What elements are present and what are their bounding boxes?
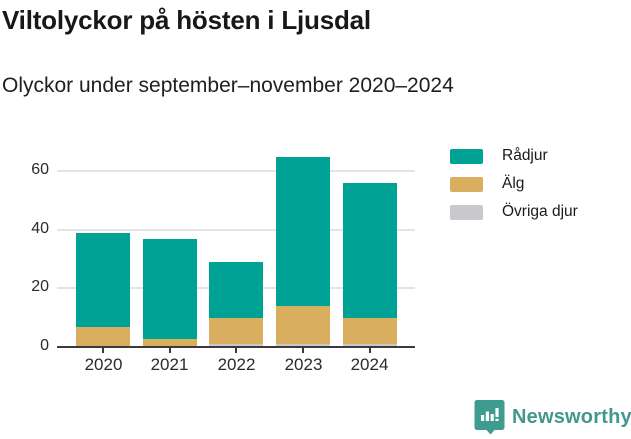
y-tick-label: 20: [31, 278, 49, 295]
bar-segment-älg: [343, 318, 397, 344]
legend-item-rådjur: Rådjur: [450, 147, 578, 164]
gridline-40: [57, 229, 415, 231]
x-tick-label: 2022: [217, 355, 256, 374]
bar-segment-övriga-djur: [276, 344, 330, 347]
bar-segment-rådjur: [343, 183, 397, 318]
bar-segment-älg: [209, 318, 263, 344]
legend-item-övriga-djur: Övriga djur: [450, 203, 578, 220]
x-tick-label: 2023: [284, 355, 323, 374]
x-tick-label: 2024: [350, 355, 389, 374]
legend-swatch: [450, 204, 483, 220]
x-tick-mark: [102, 348, 104, 353]
bar-segment-älg: [76, 327, 130, 348]
bar-segment-övriga-djur: [209, 344, 263, 347]
legend-swatch: [450, 148, 483, 164]
bar-segment-rådjur: [209, 262, 263, 318]
y-tick-label: 40: [31, 220, 49, 237]
legend-label: Älg: [502, 175, 525, 192]
bar-segment-rådjur: [143, 239, 197, 339]
brand-footer: Newsworthy: [474, 399, 631, 435]
legend-item-älg: Älg: [450, 175, 578, 192]
x-tick-mark: [369, 348, 371, 353]
bar-segment-rådjur: [76, 233, 130, 327]
x-tick-mark: [302, 348, 304, 353]
y-tick-label: 60: [31, 161, 49, 178]
x-tick-label: 2021: [150, 355, 189, 374]
bar-segment-övriga-djur: [343, 344, 397, 347]
chart-subtitle: Olyckor under september–november 2020–20…: [2, 74, 454, 97]
bar-segment-älg: [143, 338, 197, 347]
bar-segment-älg: [276, 306, 330, 344]
x-tick-mark: [169, 348, 171, 353]
legend-swatch: [450, 176, 483, 192]
chart-title: Viltolyckor på hösten i Ljusdal: [2, 5, 371, 35]
legend-label: Rådjur: [502, 147, 548, 164]
y-tick-label: 0: [40, 337, 49, 354]
brand-name: Newsworthy: [512, 405, 631, 428]
newsworthy-logo-icon: [474, 400, 505, 435]
legend: Rådjur Älg Övriga djur: [450, 147, 578, 220]
gridline-60: [57, 170, 415, 172]
legend-label: Övriga djur: [502, 203, 578, 220]
x-axis-line: [57, 346, 415, 348]
x-tick-mark: [235, 348, 237, 353]
bar-segment-rådjur: [276, 157, 330, 306]
x-tick-label: 2020: [84, 355, 123, 374]
